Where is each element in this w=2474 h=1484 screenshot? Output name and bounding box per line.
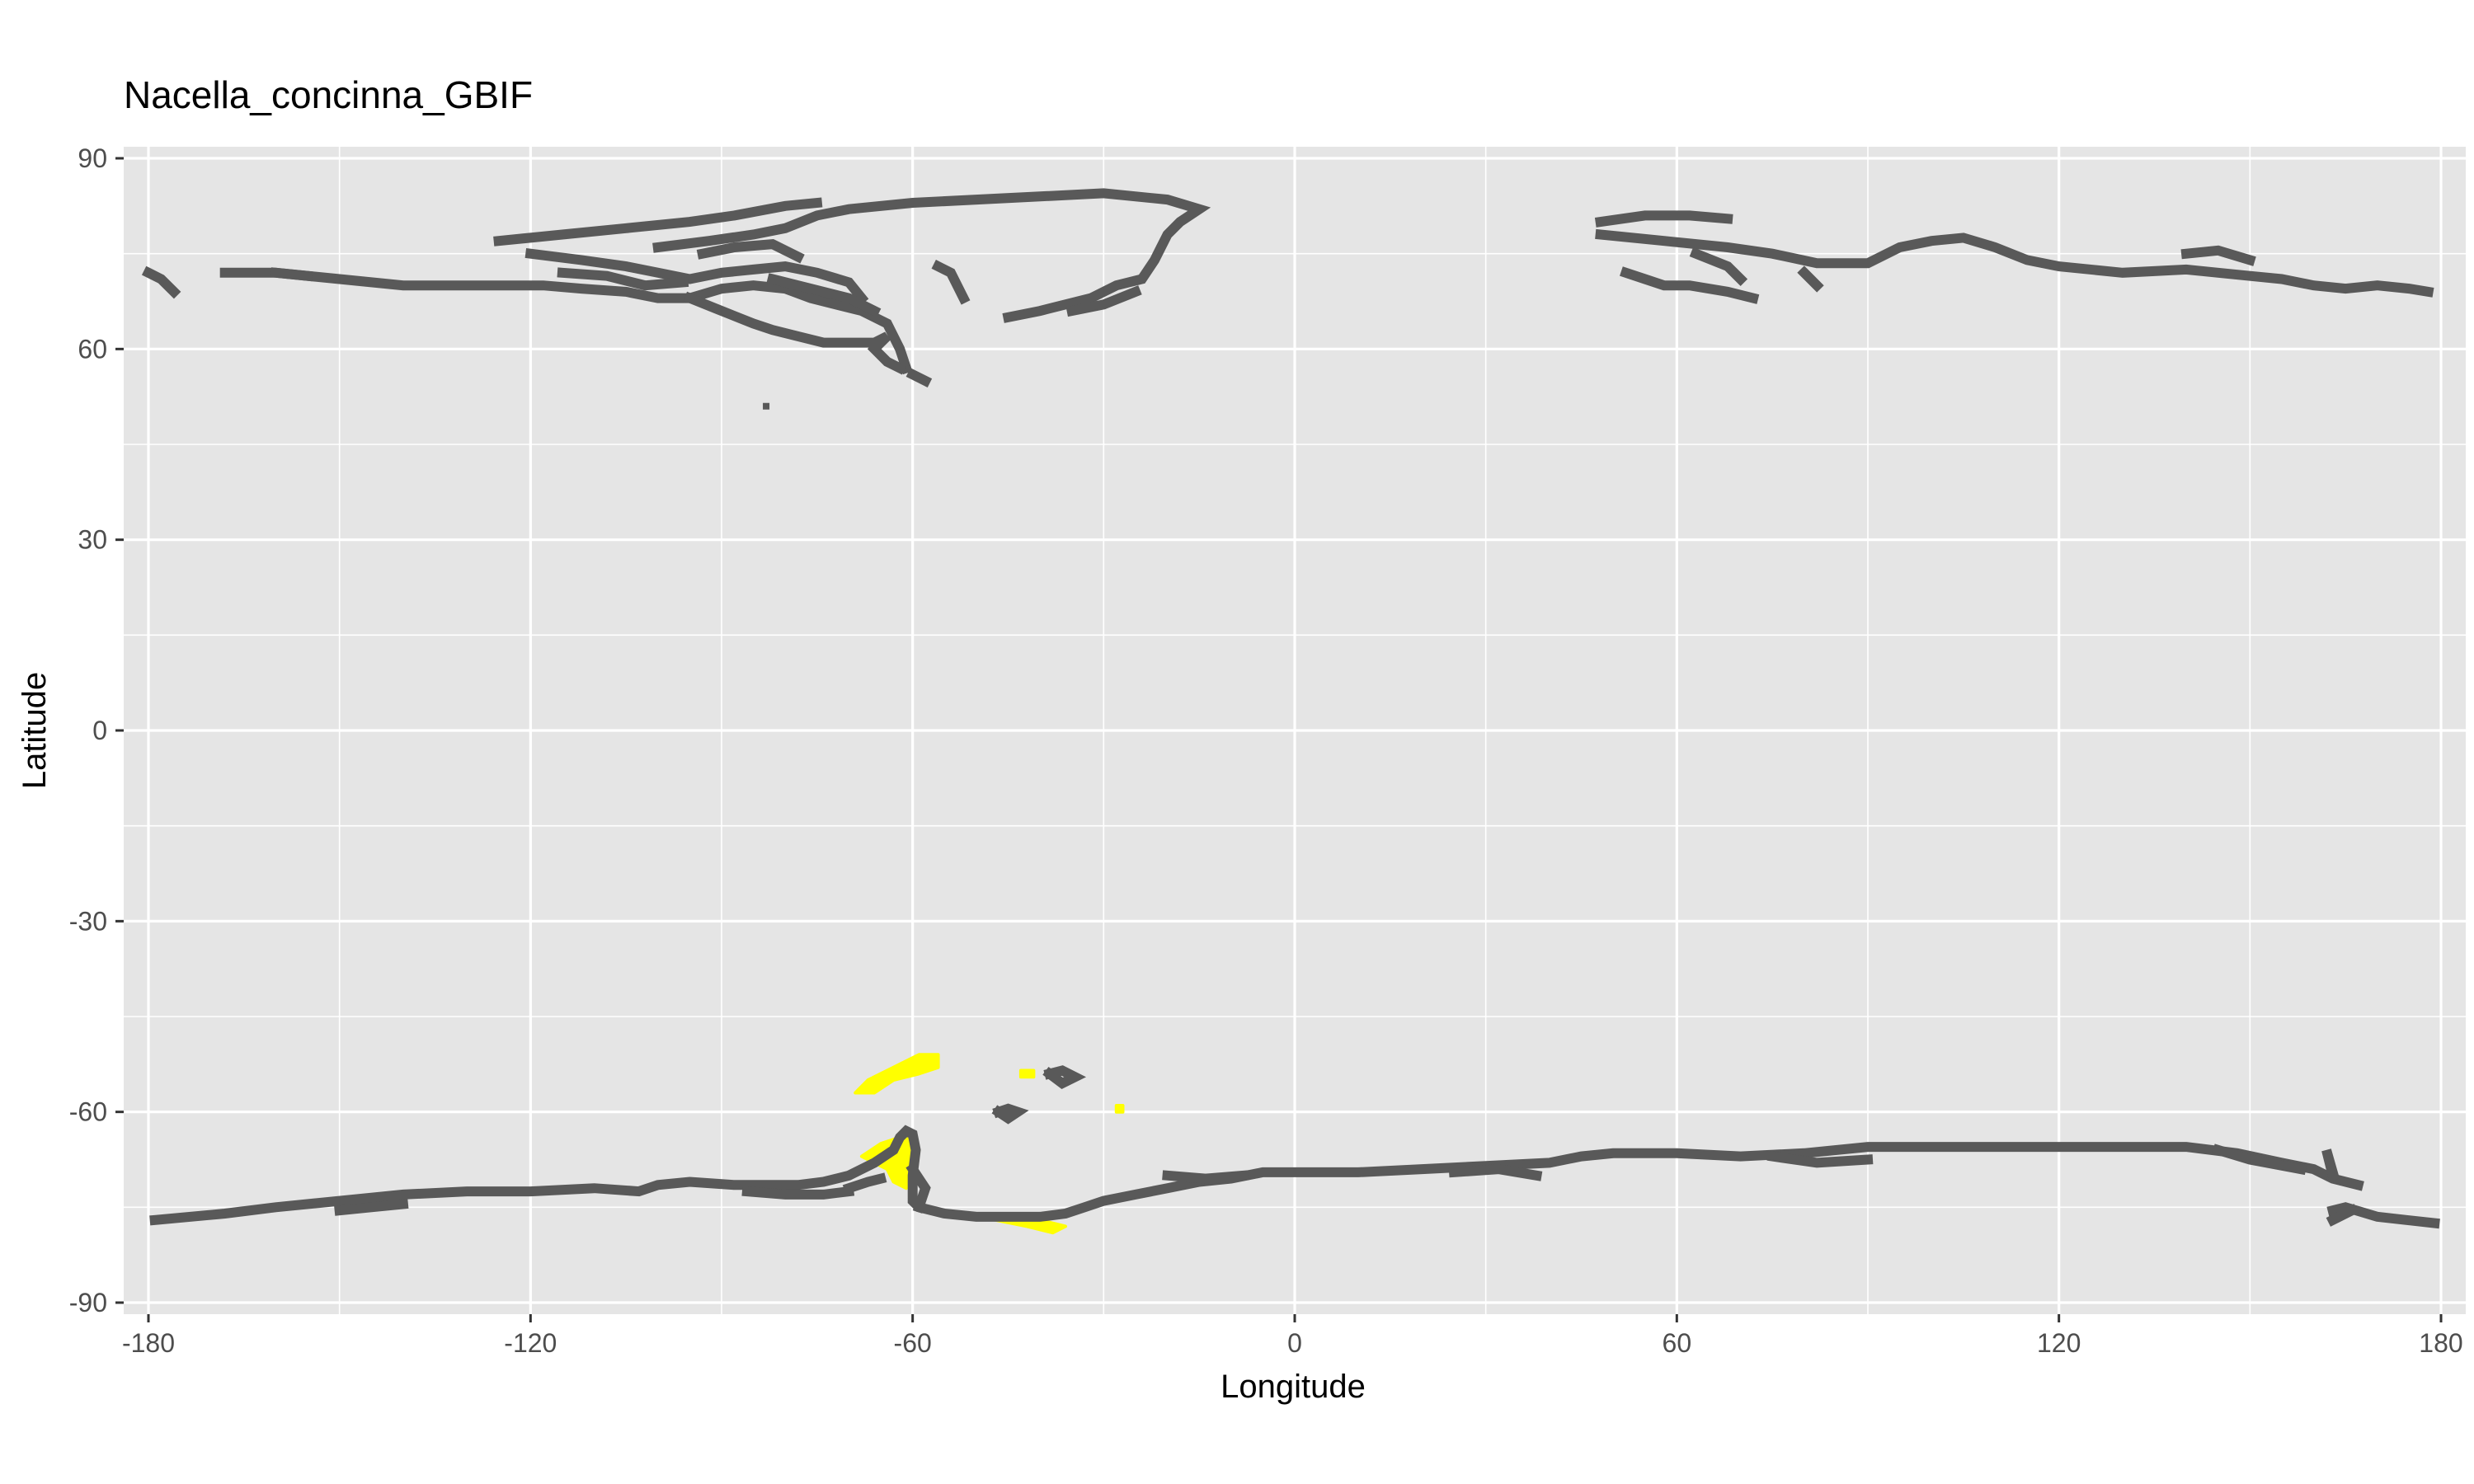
coastline-segment (141, 265, 181, 299)
plot-title: Nacella_concinna_GBIF (124, 73, 534, 116)
y-tick-label: 30 (78, 525, 107, 555)
coastline-segment (2326, 1204, 2359, 1227)
coastline-segment (905, 368, 933, 387)
coastline-segment (2326, 1202, 2440, 1229)
coastline-segment (766, 273, 882, 318)
x-tick-label: -180 (122, 1328, 175, 1358)
coastline-segment (741, 1186, 855, 1200)
habitat-patch (1114, 1104, 1125, 1114)
habitat-patch (854, 1053, 940, 1095)
coastline-segment (270, 267, 313, 282)
coastline-segment (219, 267, 913, 375)
coastline-segment (334, 1198, 409, 1216)
coastline-segment (652, 188, 1211, 323)
coastline-segment (1162, 1170, 1249, 1184)
y-tick-label: 0 (92, 716, 107, 745)
axes: -180 -120 -60 0 60 120 180 90 60 30 0 -30 -60 -90 (69, 143, 2463, 1358)
coastline-segment (991, 1103, 1029, 1125)
coastline-segment (842, 1172, 887, 1195)
x-tick-label: 120 (2037, 1328, 2081, 1358)
x-axis-title: Longitude (1221, 1369, 1366, 1405)
coastline-layer (141, 188, 2440, 1229)
coastline-segment (2321, 1148, 2340, 1182)
coastline-segment (524, 248, 869, 306)
coastline-cell (763, 402, 770, 410)
y-tick-label: -90 (69, 1288, 107, 1317)
coastline-segment (1065, 285, 1142, 317)
coastline-segment (696, 238, 805, 264)
x-tick-label: -120 (504, 1328, 557, 1358)
coastline-segment (2180, 245, 2256, 266)
y-tick-label: 90 (78, 143, 107, 173)
coastline-segment (1594, 210, 1733, 228)
coastline-segment (493, 197, 823, 247)
y-axis-title: Latitude (16, 672, 53, 789)
x-tick-label: -60 (894, 1328, 932, 1358)
coastline-segment (1620, 266, 1760, 304)
coastline-segment (1042, 1065, 1087, 1090)
habitat-patch (1018, 1068, 1036, 1079)
grid-lines (124, 147, 2466, 1314)
coastline-segment (1797, 265, 1824, 293)
coastline-segment (931, 260, 971, 305)
coastline-segment (1689, 247, 1748, 286)
y-tick-label: -30 (69, 906, 107, 936)
coastline-segment (905, 1162, 931, 1214)
x-tick-label: 180 (2419, 1328, 2462, 1358)
coastline-segment (149, 1125, 2364, 1226)
coastline-segment (2212, 1144, 2307, 1176)
y-tick-label: -60 (69, 1097, 107, 1127)
coastline-segment (683, 291, 907, 375)
y-tick-label: 60 (78, 334, 107, 364)
coastline-segment (1448, 1164, 1543, 1181)
x-tick-label: 60 (1663, 1328, 1692, 1358)
coastline-segment (1766, 1150, 1874, 1168)
coastline-segment (557, 267, 689, 291)
coastline-segment (1595, 228, 2434, 298)
x-tick-label: 0 (1287, 1328, 1302, 1358)
